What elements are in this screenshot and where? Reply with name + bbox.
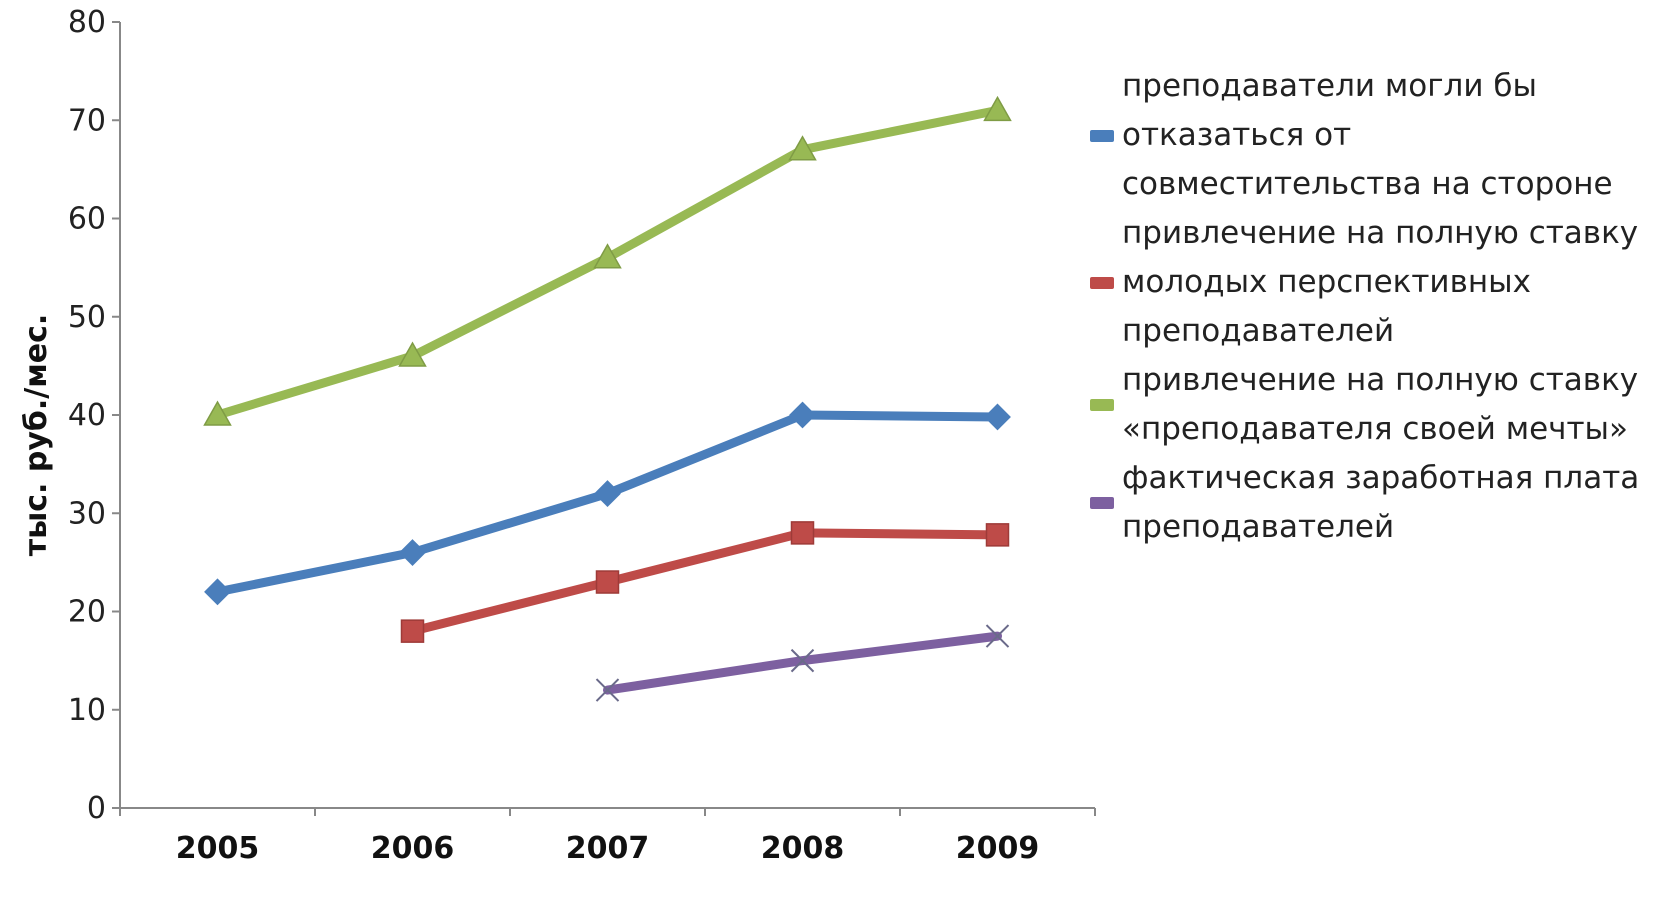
data-point-marker bbox=[204, 578, 231, 606]
legend-swatch-green-icon bbox=[1090, 399, 1114, 411]
legend-item-series-1: преподаватели могли бы отказаться от сов… bbox=[1090, 62, 1650, 209]
legend-swatch-purple-icon bbox=[1090, 497, 1114, 509]
y-tick-label: 30 bbox=[68, 496, 106, 531]
y-tick-label: 70 bbox=[68, 103, 106, 138]
data-point-marker bbox=[593, 243, 622, 269]
y-tick-label: 10 bbox=[68, 693, 106, 728]
x-tick-label: 2009 bbox=[956, 831, 1040, 866]
data-point-marker bbox=[398, 341, 427, 367]
data-point-marker bbox=[400, 619, 425, 643]
data-point-marker bbox=[985, 523, 1010, 547]
series-4 bbox=[595, 624, 1010, 702]
data-point-marker bbox=[788, 135, 817, 161]
data-point-marker bbox=[985, 624, 1010, 648]
y-tick-label: 40 bbox=[68, 398, 106, 433]
y-tick-label: 50 bbox=[68, 300, 106, 335]
y-tick-label: 20 bbox=[68, 595, 106, 630]
data-point-marker bbox=[595, 570, 620, 594]
data-point-marker bbox=[790, 521, 815, 545]
x-tick-label: 2007 bbox=[566, 831, 650, 866]
x-axis-ticks: 2005 2006 2007 2008 2009 bbox=[119, 808, 1096, 866]
legend-label: привлечение на полную ставку молодых пер… bbox=[1122, 215, 1639, 349]
legend-item-series-2: привлечение на полную ставку молодых пер… bbox=[1090, 209, 1650, 356]
data-point-marker bbox=[790, 648, 815, 673]
series-2 bbox=[400, 521, 1010, 643]
series-lines bbox=[203, 95, 1012, 702]
x-tick-label: 2006 bbox=[371, 831, 455, 866]
legend-swatch-red-icon bbox=[1090, 276, 1114, 289]
x-tick-label: 2005 bbox=[176, 831, 260, 866]
legend-label: фактическая заработная плата преподавате… bbox=[1122, 460, 1640, 545]
legend: преподаватели могли бы отказаться от сов… bbox=[1090, 62, 1650, 552]
series-1 bbox=[204, 401, 1011, 606]
series-line bbox=[408, 528, 1002, 636]
data-point-marker bbox=[203, 400, 232, 426]
series-line bbox=[603, 631, 1002, 695]
legend-item-series-4: фактическая заработная плата преподавате… bbox=[1090, 454, 1650, 552]
y-axis-title: тыс. руб./мес. bbox=[19, 314, 54, 557]
data-point-marker bbox=[399, 539, 426, 566]
data-point-marker bbox=[983, 95, 1012, 122]
y-axis-ticks: 0 10 20 30 40 50 60 70 80 bbox=[68, 5, 120, 826]
legend-label: привлечение на полную ставку «преподават… bbox=[1122, 362, 1639, 447]
series-3 bbox=[203, 95, 1012, 426]
data-point-marker bbox=[594, 480, 621, 508]
legend-label: преподаватели могли бы отказаться от сов… bbox=[1122, 68, 1613, 202]
y-tick-label: 0 bbox=[87, 791, 106, 826]
data-point-marker bbox=[984, 403, 1011, 431]
y-tick-label: 60 bbox=[68, 202, 106, 237]
legend-swatch-blue-icon bbox=[1090, 129, 1114, 142]
y-tick-label: 80 bbox=[68, 5, 106, 40]
x-tick-label: 2008 bbox=[761, 831, 845, 866]
data-point-marker bbox=[595, 678, 620, 702]
data-point-marker bbox=[789, 401, 816, 429]
legend-item-series-3: привлечение на полную ставку «преподават… bbox=[1090, 356, 1650, 454]
